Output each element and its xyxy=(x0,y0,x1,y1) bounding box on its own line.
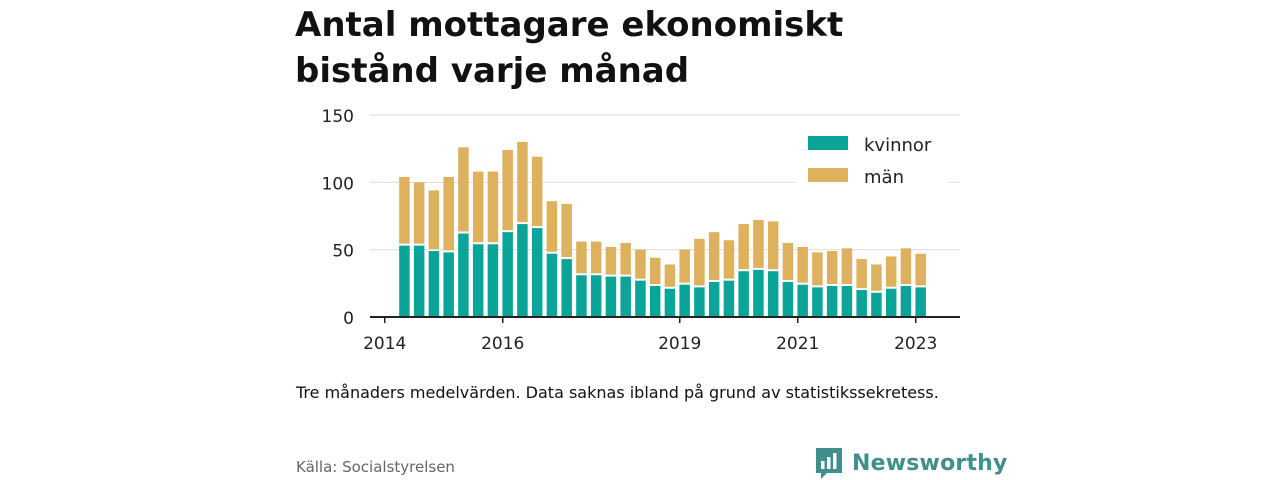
bar-kvinnor xyxy=(738,271,749,317)
bar-man xyxy=(517,141,528,223)
bar-man xyxy=(649,257,661,285)
bar-man xyxy=(635,249,646,279)
bar-man xyxy=(561,203,572,258)
bars xyxy=(399,141,926,317)
bar-kvinnor xyxy=(413,245,425,317)
bar-kvinnor xyxy=(635,280,646,317)
bar-kvinnor xyxy=(871,292,882,317)
bar-man xyxy=(576,241,587,274)
chart-note: Tre månaders medelvärden. Data saknas ib… xyxy=(296,383,939,402)
bar-kvinnor xyxy=(694,287,705,317)
bar-kvinnor xyxy=(472,244,484,317)
y-tick-label: 0 xyxy=(343,309,354,329)
bar-man xyxy=(458,147,469,232)
bar-man xyxy=(399,176,410,244)
bar-man xyxy=(708,232,720,280)
bar-man xyxy=(620,242,631,275)
bar-man xyxy=(841,248,853,285)
bar-kvinnor xyxy=(443,252,454,317)
bar-man xyxy=(856,259,867,289)
legend-swatch xyxy=(808,136,848,150)
x-tick-label: 2014 xyxy=(363,334,406,354)
bar-kvinnor xyxy=(590,275,602,317)
bar-kvinnor xyxy=(856,290,867,317)
bar-man xyxy=(826,251,838,285)
newsworthy-logo-icon xyxy=(816,448,842,479)
bar-man xyxy=(900,248,912,285)
bar-man xyxy=(694,238,705,286)
bar-kvinnor xyxy=(915,287,926,317)
bar-kvinnor xyxy=(487,244,499,317)
bar-man xyxy=(723,240,735,279)
bar-man xyxy=(590,241,602,274)
y-tick-labels: 0 50 100 150 xyxy=(322,107,354,329)
bar-man xyxy=(413,182,425,244)
stacked-bar-chart: 0 50 100 150 2014 2016 2019 2021 2023 kvinnor mä… xyxy=(322,107,960,354)
bar-kvinnor xyxy=(826,286,838,317)
bar-kvinnor xyxy=(885,288,897,317)
bar-man xyxy=(753,220,764,268)
bar-man xyxy=(546,201,558,252)
bar-man xyxy=(679,249,690,283)
x-tick-label: 2019 xyxy=(658,334,701,354)
x-tick-label: 2016 xyxy=(481,334,524,354)
bar-kvinnor xyxy=(576,275,587,317)
bar-man xyxy=(502,150,513,231)
bar-kvinnor xyxy=(428,251,440,317)
legend: kvinnor män xyxy=(796,128,948,188)
bar-man xyxy=(428,190,440,250)
bar-kvinnor xyxy=(782,281,794,317)
bar-kvinnor xyxy=(399,245,410,317)
bar-kvinnor xyxy=(753,269,764,317)
bar-man xyxy=(664,264,676,287)
bar-kvinnor xyxy=(841,286,853,317)
x-axis: 2014 2016 2019 2021 2023 xyxy=(363,316,960,354)
bar-kvinnor xyxy=(561,259,572,317)
y-tick-label: 100 xyxy=(322,174,354,194)
bar-man xyxy=(767,221,779,270)
legend-label: kvinnor xyxy=(864,135,932,156)
bar-man xyxy=(605,246,617,275)
bar-kvinnor xyxy=(458,233,469,317)
x-tick-label: 2023 xyxy=(894,334,937,354)
bar-man xyxy=(738,224,749,270)
bar-kvinnor xyxy=(767,271,779,317)
bar-kvinnor xyxy=(517,224,528,317)
legend-swatch xyxy=(808,168,848,182)
bar-kvinnor xyxy=(900,286,912,317)
bar-man xyxy=(885,256,897,287)
bar-man xyxy=(871,264,882,291)
bar-kvinnor xyxy=(620,276,631,317)
bar-man xyxy=(443,176,454,251)
chart-title: Antal mottagare ekonomiskt bistånd varje… xyxy=(295,5,844,91)
bar-kvinnor xyxy=(679,284,690,317)
bar-kvinnor xyxy=(502,232,513,317)
bar-kvinnor xyxy=(708,281,720,317)
bar-man xyxy=(487,171,499,243)
bar-kvinnor xyxy=(664,288,676,317)
bar-kvinnor xyxy=(605,276,617,317)
bar-kvinnor xyxy=(797,284,808,317)
legend-label: män xyxy=(864,167,904,188)
bar-man xyxy=(812,252,823,286)
bar-kvinnor xyxy=(531,228,543,317)
bar-man xyxy=(782,242,794,280)
bar-man xyxy=(472,171,484,243)
bar-man xyxy=(915,253,926,286)
bar-man xyxy=(797,246,808,283)
bar-kvinnor xyxy=(649,286,661,317)
bar-kvinnor xyxy=(546,253,558,317)
brand-name: Newsworthy xyxy=(852,450,1008,476)
y-tick-label: 150 xyxy=(322,107,354,127)
source-credit: Källa: Socialstyrelsen xyxy=(296,458,455,476)
bar-man xyxy=(531,156,543,227)
brand-logo: Newsworthy xyxy=(814,446,1008,480)
bar-kvinnor xyxy=(723,280,735,317)
x-tick-label: 2021 xyxy=(776,334,819,354)
y-tick-label: 50 xyxy=(332,242,354,262)
bar-kvinnor xyxy=(812,287,823,317)
